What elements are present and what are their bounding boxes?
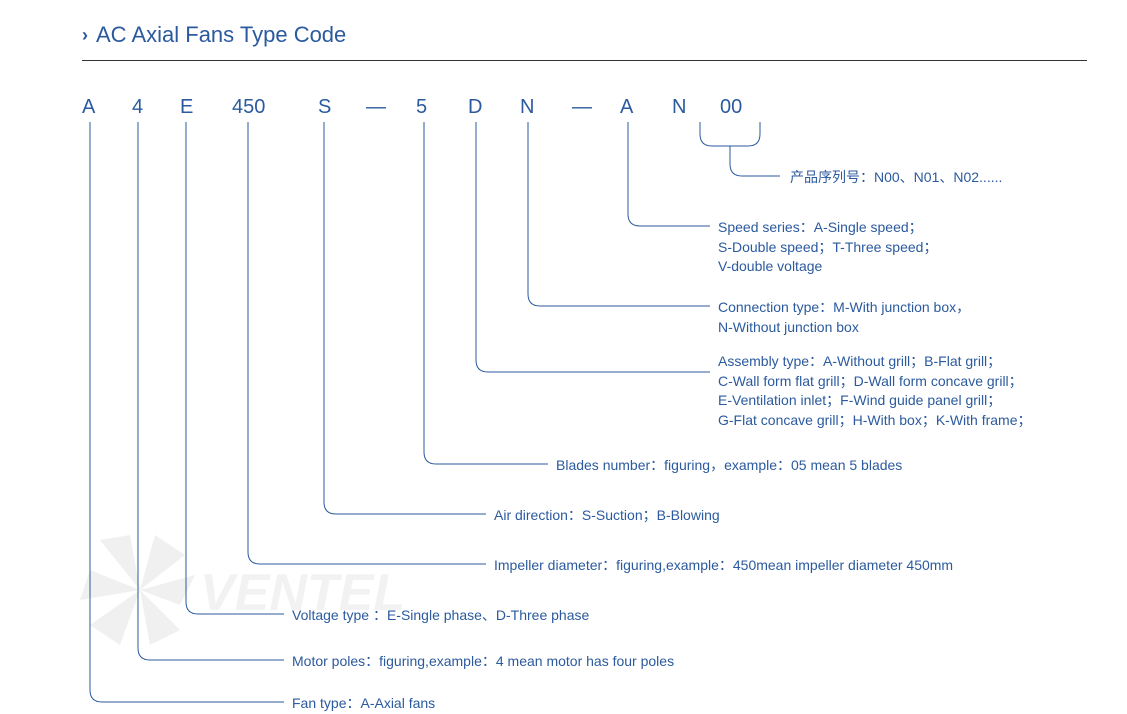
code-segment: A bbox=[620, 96, 633, 119]
code-description: Voltage type ：E-Single phase、D-Three pha… bbox=[292, 606, 589, 626]
code-description: Blades number：figuring，example：05 mean 5… bbox=[556, 456, 902, 476]
code-segment: — bbox=[366, 96, 386, 119]
code-segment: 5 bbox=[416, 96, 427, 119]
code-description: Air direction：S-Suction；B-Blowing bbox=[494, 506, 720, 526]
page-title: AC Axial Fans Type Code bbox=[96, 22, 346, 48]
code-segment: — bbox=[572, 96, 592, 119]
header: › AC Axial Fans Type Code bbox=[82, 22, 346, 48]
code-segment: 4 bbox=[132, 96, 143, 119]
chevron-icon: › bbox=[82, 25, 88, 46]
code-description: Motor poles：figuring,example：4 mean moto… bbox=[292, 652, 674, 672]
code-segment: 00 bbox=[720, 96, 742, 119]
code-segment: D bbox=[468, 96, 482, 119]
code-description: Assembly type：A-Without grill；B-Flat gri… bbox=[718, 352, 1032, 430]
header-divider bbox=[82, 60, 1087, 61]
code-segment: N bbox=[672, 96, 686, 119]
code-segment: E bbox=[180, 96, 193, 119]
code-segment: 450 bbox=[232, 96, 265, 119]
code-description: Speed series：A-Single speed； S-Double sp… bbox=[718, 218, 937, 277]
code-description: Impeller diameter：figuring,example：450me… bbox=[494, 556, 953, 576]
code-segment: A bbox=[82, 96, 95, 119]
code-segment: S bbox=[318, 96, 331, 119]
code-description: 产品序列号：N00、N01、N02...... bbox=[790, 168, 1002, 188]
code-description: Connection type：M-With junction box， N-W… bbox=[718, 298, 970, 337]
code-segment: N bbox=[520, 96, 534, 119]
